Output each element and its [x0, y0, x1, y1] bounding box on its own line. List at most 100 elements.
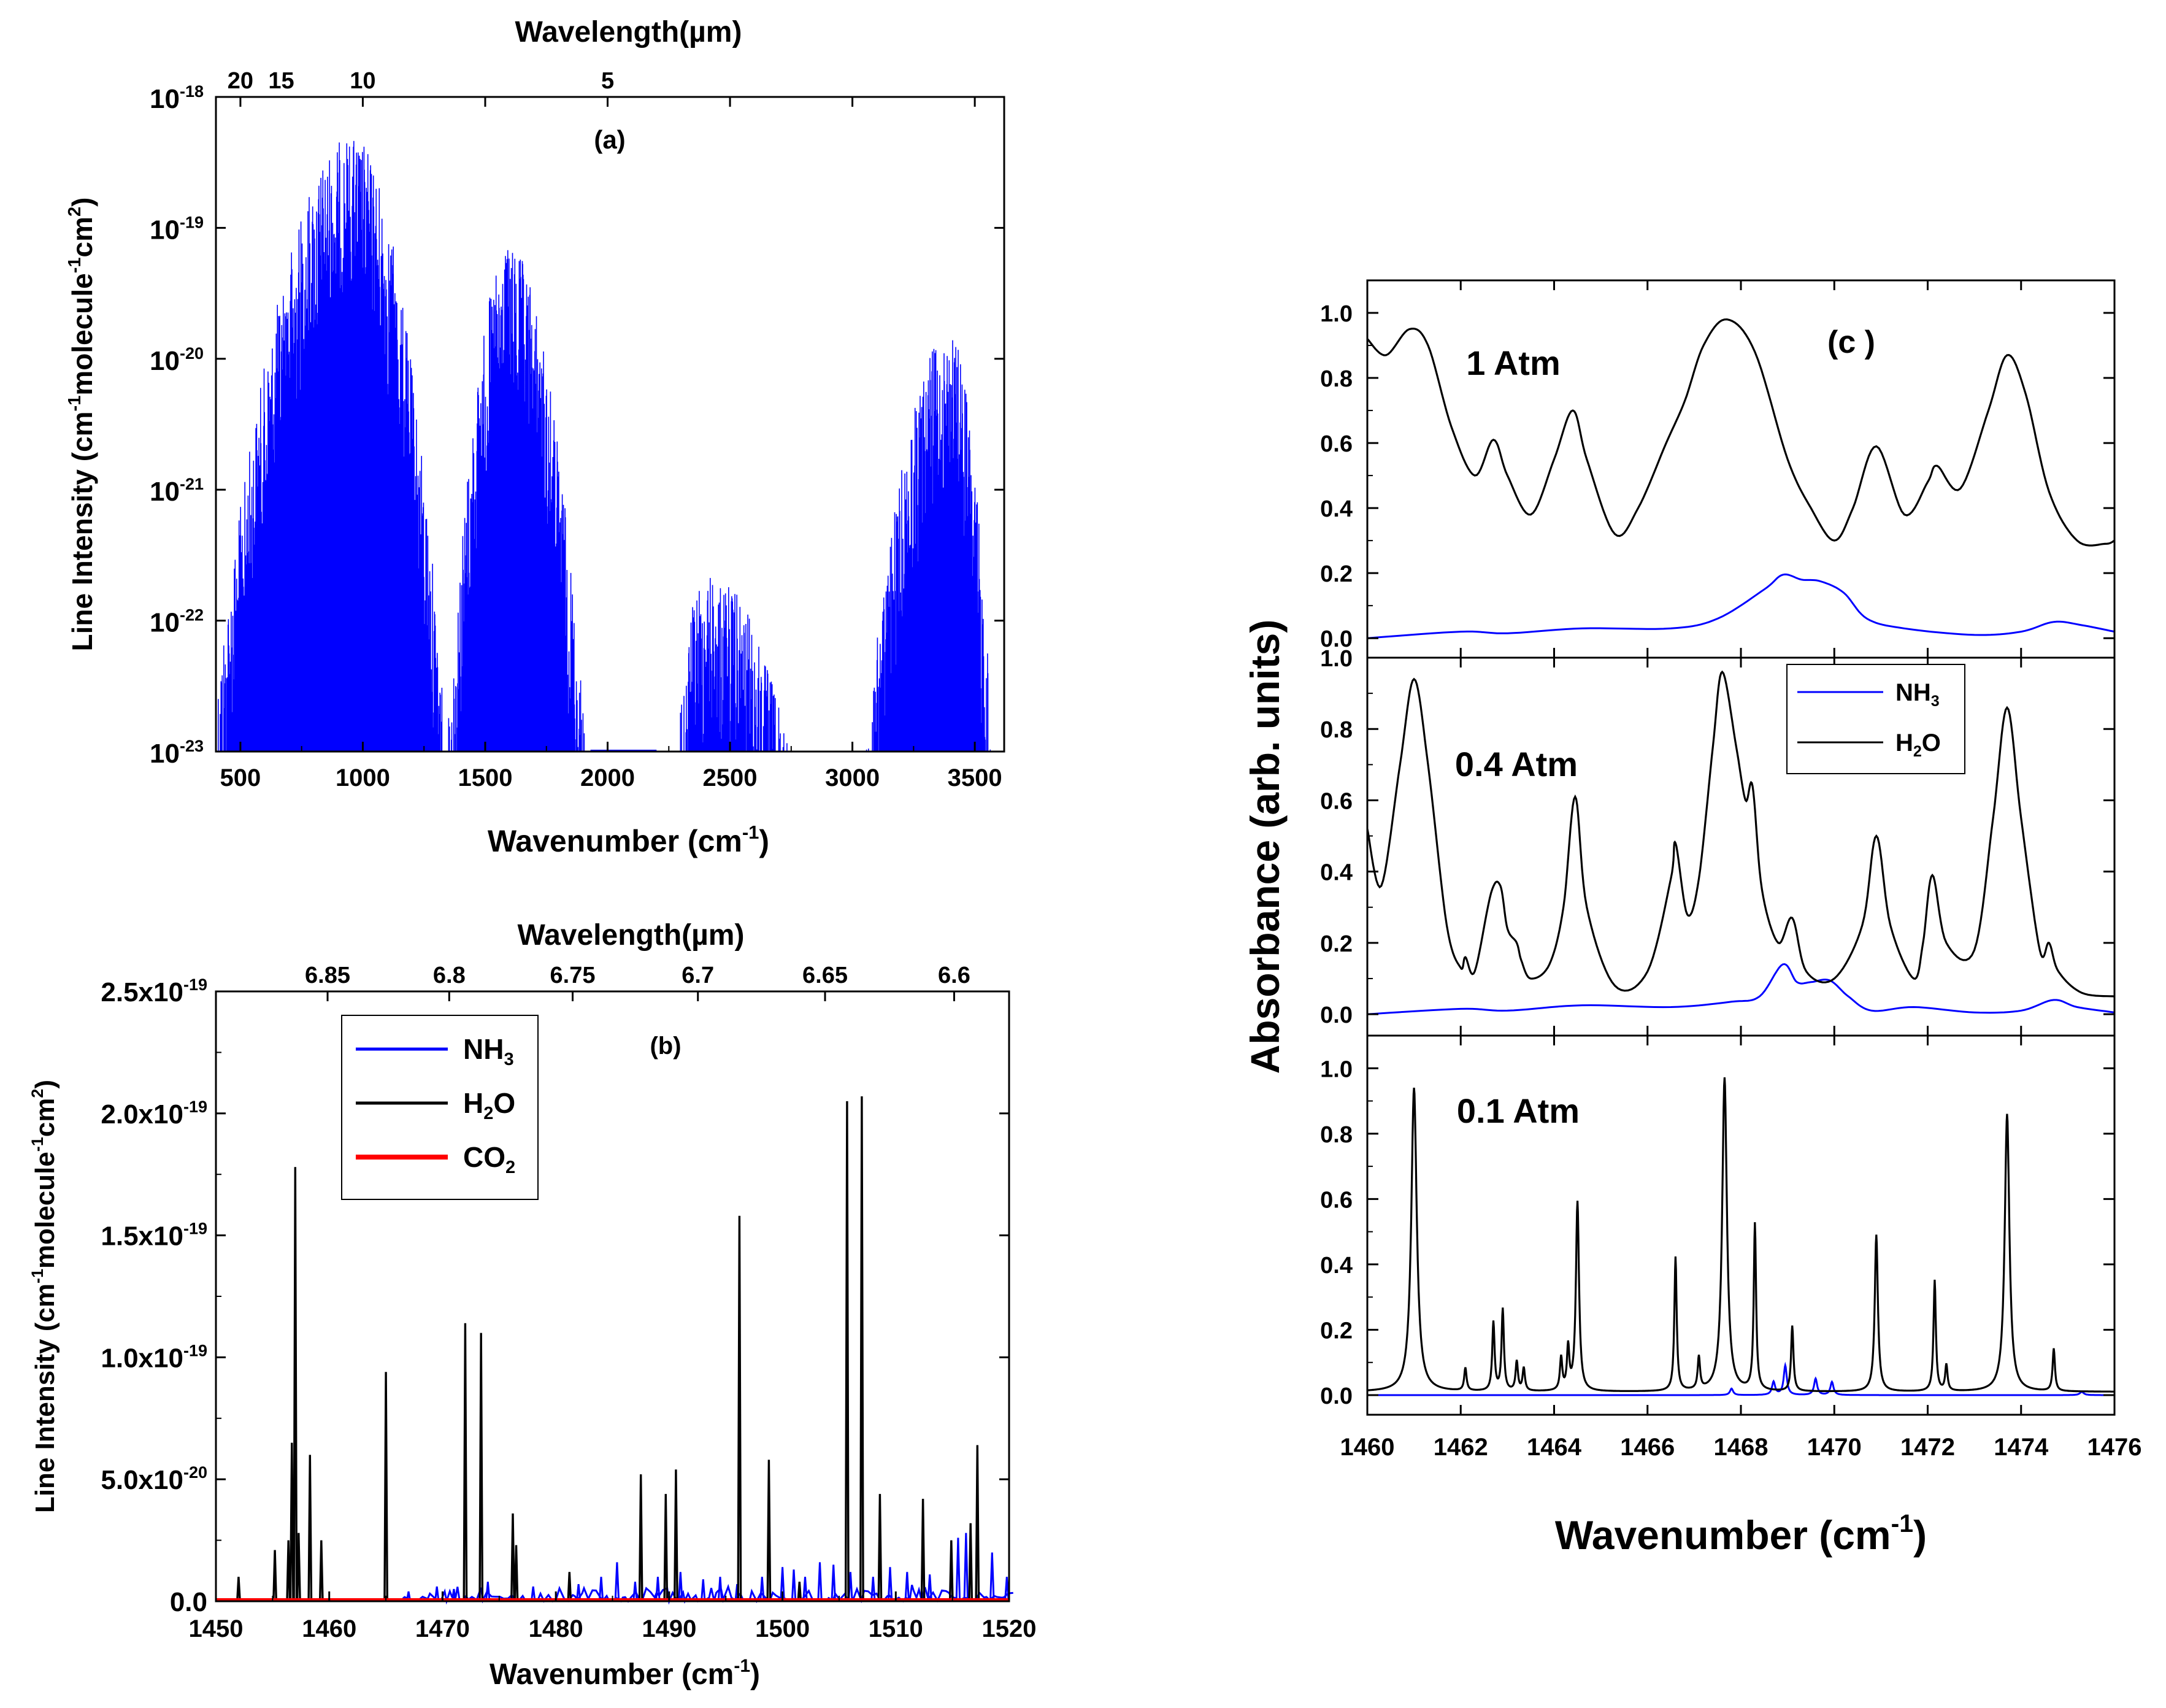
- x-tick-label: 1470: [415, 1615, 470, 1642]
- top-axis-title: Wavelength(µm): [518, 919, 745, 952]
- y-tick-label: 1.0x10-19: [101, 1341, 207, 1373]
- y-tick-label: 0.6: [1320, 788, 1353, 814]
- y-tick-label-part: 10: [150, 608, 180, 638]
- y-tick-label: 5.0x10-20: [101, 1463, 207, 1495]
- legend-label: NH3: [463, 1033, 514, 1069]
- nh3-line: [678, 1572, 683, 1602]
- y-axis-title-part: 2: [28, 1089, 47, 1098]
- series-nh3: [1367, 573, 2115, 639]
- series-h2o: [236, 1096, 980, 1602]
- x-axis-b: 1450 1460 1470 1480 1490 1500 1510 1520: [189, 1591, 1036, 1642]
- y-tick-label: 1.0: [1320, 301, 1353, 327]
- y-axis-title-part: cm: [30, 1098, 60, 1137]
- nh3-line: [963, 1533, 969, 1602]
- y-tick-label: 0.0: [170, 1587, 207, 1617]
- y-tick-label: 0.2: [1320, 561, 1353, 587]
- h2o-line: [236, 1577, 241, 1602]
- y-tick-label: 0.0: [1320, 626, 1353, 652]
- nh3-line: [530, 1586, 536, 1602]
- x-tick-label: 1464: [1527, 1434, 1582, 1461]
- y-tick-label-part: 2.5x10: [101, 977, 183, 1007]
- legend-label: H2O: [1895, 729, 1941, 760]
- top-tick-label: 5: [601, 68, 614, 94]
- plot-frame-c-0: [1366, 279, 2116, 659]
- y-tick-label-part: -19: [183, 1098, 207, 1116]
- y-tick-label-part: 10: [150, 346, 180, 376]
- h2o-line: [920, 1498, 926, 1602]
- x-axis-title-part: Wavenumber (cm: [488, 824, 742, 858]
- legend-label-part: CO: [463, 1141, 505, 1173]
- y-tick-label: 1.5x10-19: [101, 1220, 207, 1252]
- legend-box: [1786, 664, 1965, 774]
- h2o-line: [859, 1096, 864, 1602]
- y-tick-label: 2.5x10-19: [101, 975, 207, 1007]
- y-tick-label-part: -19: [183, 975, 207, 994]
- x-tick-label: 3000: [825, 764, 880, 791]
- y-tick-label: 10-19: [150, 213, 204, 245]
- y-tick-label: 0.8: [1320, 1122, 1353, 1148]
- nh3-line: [955, 1537, 961, 1602]
- y-axis-title-part: Line Intensity (cm: [66, 411, 98, 651]
- series-nh3: [1367, 963, 2115, 1015]
- y-axis-title-part: -1: [65, 396, 85, 412]
- y-axis-title-part: -1: [65, 257, 85, 273]
- legend-label-part: NH: [1895, 679, 1931, 706]
- nh3-line: [434, 1586, 440, 1602]
- legend-label: NH3: [1895, 679, 1940, 710]
- nh3-line: [927, 1574, 932, 1602]
- legend-label-part: 2: [483, 1104, 493, 1123]
- h2o-line: [797, 1582, 802, 1602]
- y-tick-label: 0.4: [1320, 1253, 1353, 1279]
- legend-label-part: 2: [505, 1158, 515, 1177]
- y-axis-title-part: Absorbance (arb. units): [1242, 620, 1288, 1074]
- nh3-line: [780, 1567, 785, 1602]
- y-tick-label: 10-22: [150, 606, 204, 638]
- subpanel-0: 0.0 0.2 0.4 0.6 0.8 1.0: [1320, 279, 2116, 659]
- series-h2o: [1366, 670, 2115, 998]
- y-axis-title: Line Intensity (cm-1molecule-1cm2): [28, 1080, 60, 1513]
- x-tick-label: 1510: [869, 1615, 923, 1642]
- spectrum-band-0: [215, 140, 443, 752]
- y-axis-title-part: cm: [66, 217, 98, 257]
- y-axis-title-part: molecule: [66, 273, 98, 395]
- y-tick-label-part: -21: [180, 475, 204, 493]
- y-tick-label-part: 10: [150, 215, 180, 245]
- series-nh3: [215, 1533, 1013, 1605]
- nh3-line: [989, 1552, 995, 1602]
- nh3-line: [904, 1572, 910, 1602]
- y-tick-label: 0.8: [1320, 717, 1353, 743]
- top-tick-label: 6.75: [550, 963, 596, 988]
- nh3-line: [791, 1569, 797, 1602]
- nh3-line: [717, 1577, 723, 1602]
- top-tick-label: 15: [268, 68, 294, 94]
- y-tick-label: 0.2: [1320, 1318, 1353, 1344]
- legend-label-part: O: [1922, 729, 1941, 756]
- nh3-line: [614, 1562, 620, 1602]
- h2o-line: [307, 1455, 313, 1602]
- legend-label-part: 3: [504, 1050, 513, 1069]
- chart-a: 500 1000 1500 2000 2500 3000 350010-1810-1910-…: [65, 16, 1005, 858]
- x-axis-title: Wavenumber (cm-1): [488, 821, 769, 858]
- y-tick-label: 0.6: [1320, 1187, 1353, 1213]
- x-tick-label: 2000: [580, 764, 635, 791]
- x-axis-title-part: -1: [742, 821, 759, 843]
- x-tick-label: 1468: [1714, 1434, 1769, 1461]
- y-tick-label-part: 10: [150, 84, 180, 114]
- legend-label-part: NH: [463, 1033, 504, 1065]
- y-tick-label-part: -22: [180, 606, 204, 625]
- x-tick-label: 1472: [1900, 1434, 1955, 1461]
- legend-label-part: H: [463, 1087, 483, 1119]
- y-tick-label-part: -19: [183, 1341, 207, 1360]
- y-tick-label: 0.8: [1320, 366, 1353, 392]
- y-axis-title-part: -1: [28, 1137, 47, 1152]
- y-tick-label: 0.0: [1320, 1002, 1353, 1028]
- plot-frame-a: [215, 96, 1005, 753]
- y-axis-title-part: ): [30, 1080, 60, 1089]
- y-axis-title: Line Intensity (cm-1molecule-1cm2): [65, 197, 98, 651]
- y-axis-title-part: ): [66, 197, 98, 206]
- nh3-line: [451, 1588, 457, 1602]
- h2o-line: [638, 1474, 643, 1602]
- x-tick-label: 1466: [1620, 1434, 1675, 1461]
